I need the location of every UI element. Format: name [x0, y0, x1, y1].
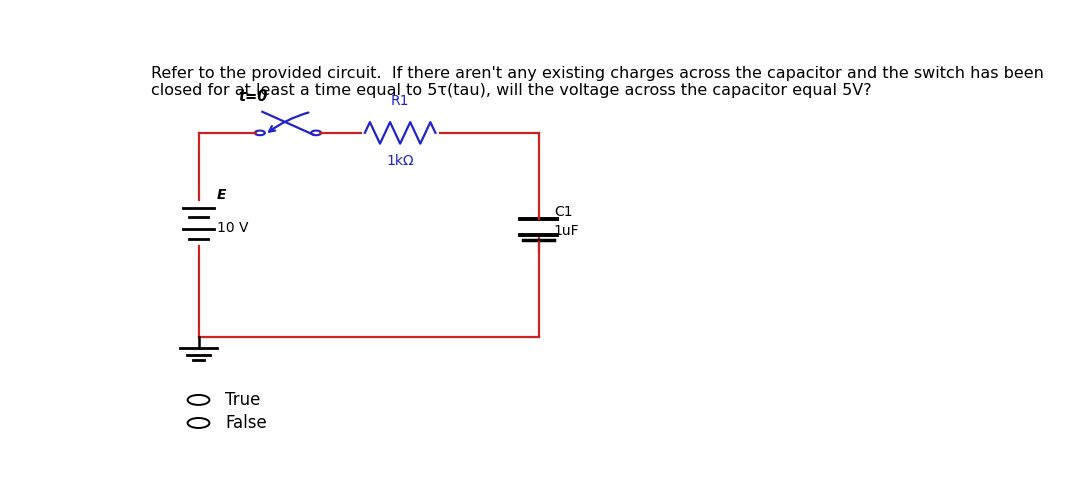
Text: Refer to the provided circuit.  If there aren't any existing charges across the : Refer to the provided circuit. If there … — [151, 66, 1044, 98]
Text: False: False — [225, 414, 267, 432]
Text: 1uF: 1uF — [554, 224, 580, 238]
Text: t=0: t=0 — [238, 89, 268, 104]
Text: 10 V: 10 V — [217, 221, 248, 235]
Text: True: True — [225, 391, 261, 409]
Text: C1: C1 — [554, 205, 572, 219]
Text: R1: R1 — [391, 94, 410, 108]
Text: 1kΩ: 1kΩ — [386, 154, 414, 168]
Text: E: E — [217, 188, 227, 202]
